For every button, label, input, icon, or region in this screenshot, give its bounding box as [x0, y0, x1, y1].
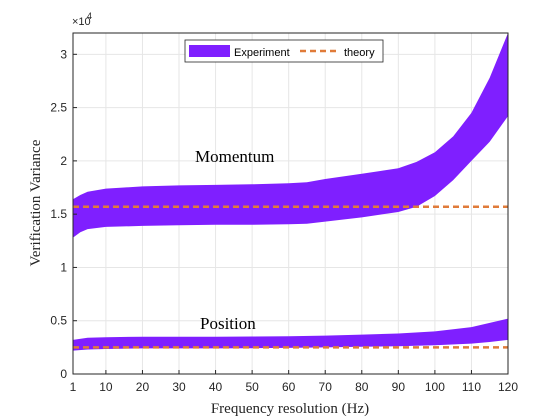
plot-series	[73, 33, 508, 351]
x-tick-label: 30	[172, 380, 186, 394]
x-tick-label: 110	[462, 380, 481, 394]
y-tick-label: 2.5	[50, 101, 67, 115]
band-momentum	[73, 33, 508, 238]
y-tick-label: 1.5	[50, 207, 67, 221]
y-tick-label: 3	[60, 47, 67, 61]
legend-swatch-experiment	[189, 45, 230, 57]
y-tick-label: 1	[60, 260, 67, 274]
y-tick-label: 2	[60, 154, 67, 168]
x-tick-label: 60	[282, 380, 296, 394]
x-tick-label: 1	[70, 380, 77, 394]
x-tick-label: 80	[355, 380, 369, 394]
legend-label-experiment: Experiment	[234, 47, 290, 59]
ticks: 1 10 20 30 40 50 60 70 80 90 100 110 12000.511.522.5…	[50, 47, 518, 394]
legend: Experiment theory	[184, 39, 384, 63]
x-tick-label: 100	[425, 380, 445, 394]
x-tick-label: 40	[209, 380, 223, 394]
x-tick-label: 50	[245, 380, 259, 394]
x-tick-label: 120	[498, 380, 518, 394]
x-axis-label: Frequency resolution (Hz)	[211, 401, 369, 417]
x-tick-label: 20	[136, 380, 150, 394]
y-axis-label: Verification Variance	[28, 139, 44, 266]
x-tick-label: 10	[99, 380, 113, 394]
axes-box	[72, 32, 509, 375]
y-tick-label: 0.5	[50, 314, 67, 328]
y-exponent-base: ×10	[72, 16, 91, 28]
x-tick-label: 70	[319, 380, 333, 394]
y-exponent-power: 4	[87, 11, 92, 21]
legend-label-theory: theory	[344, 47, 375, 59]
x-tick-label: 90	[392, 380, 406, 394]
y-tick-label: 0	[60, 367, 67, 381]
legend-box	[184, 39, 384, 63]
annotation-momentum: Momentum	[195, 147, 274, 166]
band-position	[73, 318, 508, 351]
annotation-position: Position	[200, 314, 256, 333]
